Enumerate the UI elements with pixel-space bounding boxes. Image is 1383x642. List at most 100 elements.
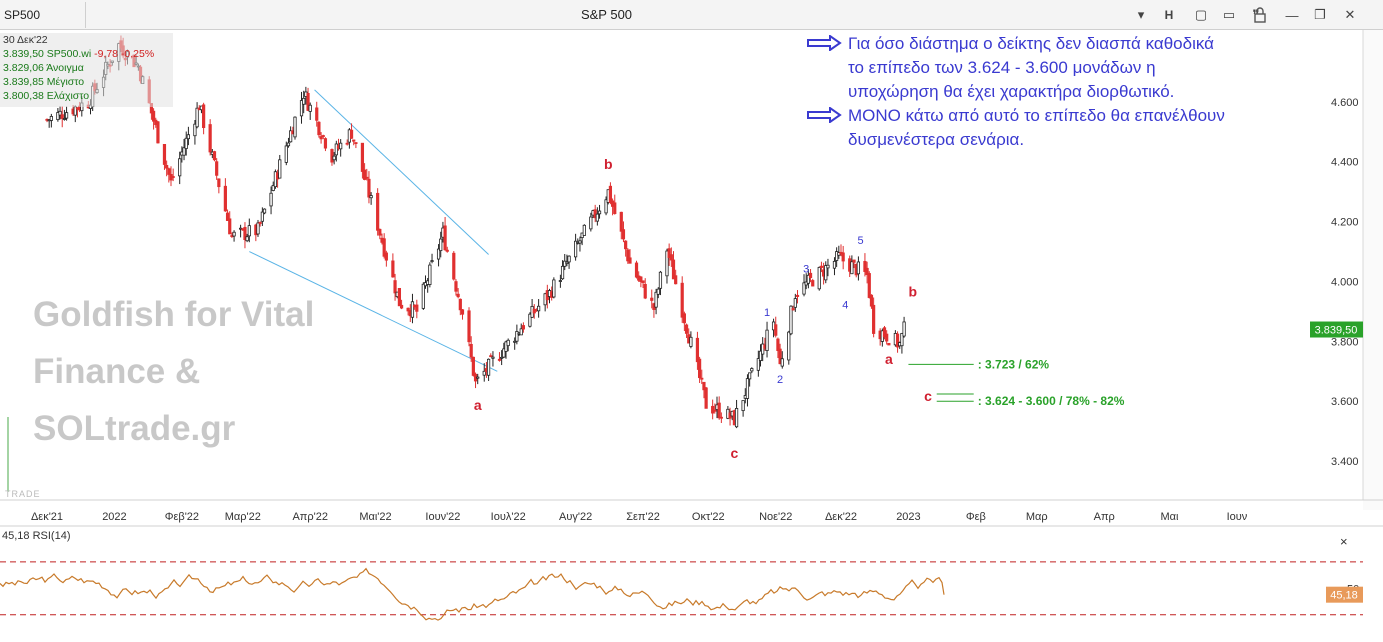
candle-body [454, 281, 458, 292]
candle-body [217, 178, 221, 188]
candle-body [60, 114, 64, 119]
candle-body [887, 342, 891, 346]
candle-body [665, 250, 669, 277]
candle-body [445, 249, 449, 252]
price-tick-label: 4.400 [1331, 157, 1359, 169]
time-tick-label: Ιουλ'22 [491, 511, 526, 523]
note-text-2: ΜΟΝΟ κάτω από αυτό το επίπεδο θα επανέλθ… [848, 106, 1225, 149]
watermark-trade: TRADE [5, 489, 41, 499]
candle-body [330, 148, 334, 163]
candle-body [271, 185, 275, 191]
candle-body [776, 338, 780, 352]
candle-body [384, 252, 388, 261]
candle-body [711, 405, 715, 414]
candle-body [619, 211, 623, 232]
screen-icon[interactable]: ▭ [1222, 7, 1236, 22]
price-tick-label: 3.400 [1331, 456, 1359, 468]
candle-body [565, 261, 569, 264]
minimize-icon[interactable]: — [1285, 7, 1299, 23]
candle-body [578, 240, 582, 244]
candle-body [363, 169, 367, 180]
candle-body [765, 329, 769, 351]
annotation-note: Για όσο διάστημα ο δείκτης δεν διασπά κα… [806, 32, 1226, 152]
time-tick-label: Φεβ [966, 511, 986, 523]
price-tick-label: 3.600 [1331, 396, 1359, 408]
candle-body [774, 324, 778, 336]
candle-body [467, 310, 471, 343]
candle-body [162, 144, 167, 165]
ohlc-date: 30 Δεκ'22 [3, 34, 48, 46]
candle-body [748, 372, 752, 380]
candle-body [865, 267, 869, 275]
candle-body [560, 265, 565, 280]
candle-body [151, 110, 156, 122]
rsi-pane: 50×45,18 [0, 534, 1363, 621]
candle-body [806, 274, 810, 284]
candle-body [902, 321, 906, 337]
candle-body [682, 313, 686, 324]
candle-body [872, 304, 876, 334]
h-button[interactable]: H [1164, 8, 1174, 22]
price-tick-label: 3.800 [1331, 336, 1359, 348]
candle-body [262, 208, 267, 214]
candle-body [574, 240, 578, 258]
layout-icon[interactable]: ▢ [1194, 7, 1208, 22]
candle-body [376, 192, 380, 231]
candle-body [513, 340, 517, 343]
candle-body [260, 211, 264, 222]
candle-body [360, 142, 365, 172]
candle-body [552, 279, 556, 298]
candle-body [719, 416, 723, 419]
candle-body [289, 130, 293, 143]
candle-body [504, 341, 508, 352]
restore-icon[interactable]: ❐ [1314, 7, 1326, 22]
candle-body [167, 168, 171, 175]
candle-body [421, 283, 425, 309]
candle-body [808, 272, 813, 278]
lock-icon[interactable] [1251, 5, 1269, 25]
candle-body [826, 264, 830, 269]
candle-body [658, 271, 663, 289]
time-tick-label: 2022 [102, 511, 126, 523]
dropdown-chevron-icon[interactable]: ▾ [1137, 7, 1145, 22]
candle-body [64, 112, 69, 119]
candle-body [761, 343, 765, 355]
candle-body [869, 294, 874, 307]
candle-body [49, 116, 53, 121]
candle-body [489, 355, 493, 358]
candle-body [519, 328, 523, 336]
candle-body [323, 138, 328, 149]
rsi-line [0, 567, 945, 621]
candle-body [308, 104, 312, 112]
price-chart[interactable]: : 3.723 / 62%: 3.624 - 3.600 / 78% - 82%… [0, 30, 1383, 642]
candle-body [469, 343, 473, 358]
candle-body [293, 116, 297, 138]
candle-body [778, 348, 782, 365]
time-tick-label: Ιουν [1227, 511, 1248, 523]
time-tick-label: Σεπ'22 [626, 511, 660, 523]
candle-body [595, 213, 599, 222]
candle-body [332, 155, 336, 161]
candle-body [399, 304, 404, 309]
candle-body [491, 356, 495, 359]
candle-body [867, 273, 871, 298]
candle-body [378, 228, 382, 236]
rsi-label: 45,18 RSI(14) [2, 530, 71, 542]
close-icon[interactable]: ✕ [1344, 7, 1356, 22]
candle-body [802, 282, 806, 295]
candle-body [436, 248, 441, 260]
candle-body [613, 202, 617, 214]
symbol-field[interactable]: SP500 [0, 2, 86, 28]
candle-body [352, 139, 356, 142]
candle-body [186, 134, 190, 140]
note-paragraph-1: Για όσο διάστημα ο δείκτης δεν διασπά κα… [806, 32, 1226, 104]
candle-body [354, 142, 358, 144]
candle-body [397, 287, 402, 307]
candle-body [895, 333, 900, 348]
candle-body [824, 265, 828, 281]
candle-body [521, 325, 526, 330]
candle-body [410, 301, 415, 318]
candle-body [58, 110, 62, 116]
candle-body [430, 260, 434, 262]
price-axis: 3.400 3.600 3.800 4.000 4.200 4.400 4.600 [1331, 97, 1359, 468]
